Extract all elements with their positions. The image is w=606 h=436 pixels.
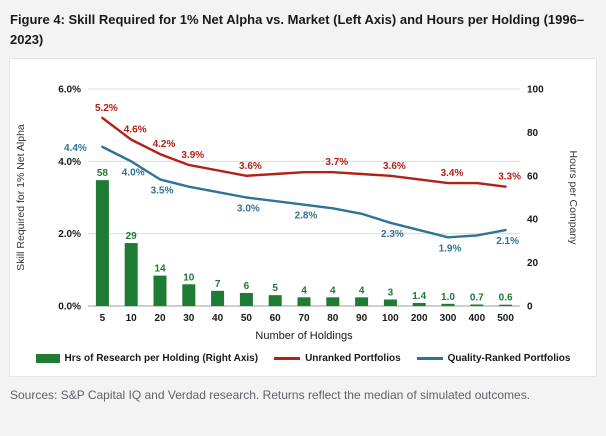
svg-text:70: 70 bbox=[298, 313, 310, 324]
svg-text:1.9%: 1.9% bbox=[439, 243, 462, 254]
svg-text:100: 100 bbox=[527, 85, 544, 96]
legend-marker-red-line-icon bbox=[274, 357, 301, 360]
svg-text:200: 200 bbox=[411, 313, 428, 324]
svg-text:4.0%: 4.0% bbox=[58, 157, 81, 168]
legend-item-quality-ranked: Quality-Ranked Portfolios bbox=[416, 353, 571, 364]
svg-text:3: 3 bbox=[388, 287, 394, 298]
svg-text:0: 0 bbox=[527, 302, 533, 313]
svg-text:10: 10 bbox=[126, 313, 138, 324]
svg-text:3.9%: 3.9% bbox=[181, 150, 204, 161]
svg-text:20: 20 bbox=[154, 313, 166, 324]
svg-text:4.6%: 4.6% bbox=[124, 125, 147, 136]
legend-label-unranked: Unranked Portfolios bbox=[305, 353, 401, 364]
svg-text:30: 30 bbox=[183, 313, 195, 324]
svg-text:6: 6 bbox=[244, 281, 250, 292]
svg-text:3.0%: 3.0% bbox=[237, 204, 260, 215]
legend-label-quality-ranked: Quality-Ranked Portfolios bbox=[447, 353, 571, 364]
svg-text:Skill Required for 1% Net Alph: Skill Required for 1% Net Alpha bbox=[15, 124, 27, 271]
svg-text:3.4%: 3.4% bbox=[441, 168, 464, 179]
svg-text:60: 60 bbox=[270, 313, 282, 324]
svg-text:3.7%: 3.7% bbox=[325, 157, 348, 168]
svg-text:7: 7 bbox=[215, 279, 221, 290]
svg-text:5.2%: 5.2% bbox=[95, 103, 118, 114]
legend-marker-bar-icon bbox=[35, 354, 60, 363]
legend-marker-blue-line-icon bbox=[416, 357, 443, 360]
svg-text:5: 5 bbox=[100, 313, 106, 324]
source-note: Sources: S&P Capital IQ and Verdad resea… bbox=[10, 388, 531, 402]
svg-text:2.3%: 2.3% bbox=[381, 229, 404, 240]
legend-label-hours-bars: Hrs of Research per Holding (Right Axis) bbox=[64, 353, 259, 364]
svg-text:80: 80 bbox=[527, 128, 539, 139]
svg-text:4: 4 bbox=[301, 285, 307, 296]
svg-text:500: 500 bbox=[497, 313, 514, 324]
svg-text:4.0%: 4.0% bbox=[122, 167, 145, 178]
chart-card: 0.0% 2.0% 4.0% 6.0% 0 20 40 60 80 100 5 10 20 30 40 50 6… bbox=[10, 59, 596, 376]
svg-text:1.0: 1.0 bbox=[441, 292, 455, 303]
svg-text:40: 40 bbox=[527, 215, 539, 226]
svg-text:20: 20 bbox=[527, 258, 539, 269]
svg-text:0.7: 0.7 bbox=[470, 292, 484, 303]
svg-text:4.4%: 4.4% bbox=[64, 143, 87, 154]
svg-text:4: 4 bbox=[359, 285, 365, 296]
svg-text:10: 10 bbox=[183, 272, 195, 283]
svg-text:0.6: 0.6 bbox=[499, 293, 513, 304]
svg-text:4.2%: 4.2% bbox=[153, 139, 176, 150]
chart-legend: Hrs of Research per Holding (Right Axis)… bbox=[10, 353, 596, 364]
svg-text:2.0%: 2.0% bbox=[58, 229, 81, 240]
svg-text:100: 100 bbox=[382, 313, 399, 324]
svg-text:29: 29 bbox=[126, 231, 138, 242]
svg-text:Number of Holdings: Number of Holdings bbox=[255, 330, 353, 342]
svg-text:3.3%: 3.3% bbox=[498, 172, 521, 183]
svg-text:40: 40 bbox=[212, 313, 224, 324]
svg-text:3.6%: 3.6% bbox=[239, 161, 262, 172]
svg-text:60: 60 bbox=[527, 171, 539, 182]
svg-text:2.8%: 2.8% bbox=[295, 211, 318, 222]
svg-text:1.4: 1.4 bbox=[412, 291, 426, 302]
svg-text:5: 5 bbox=[272, 283, 278, 294]
legend-item-hours-bars: Hrs of Research per Holding (Right Axis) bbox=[35, 353, 259, 364]
svg-text:0.0%: 0.0% bbox=[58, 302, 81, 313]
figure-title: Figure 4: Skill Required for 1% Net Alph… bbox=[10, 12, 585, 47]
svg-text:14: 14 bbox=[154, 264, 166, 275]
svg-text:6.0%: 6.0% bbox=[58, 85, 81, 96]
svg-text:4: 4 bbox=[330, 285, 336, 296]
svg-text:400: 400 bbox=[468, 313, 485, 324]
svg-text:2.1%: 2.1% bbox=[496, 236, 519, 247]
svg-text:3.5%: 3.5% bbox=[151, 185, 174, 196]
svg-text:3.6%: 3.6% bbox=[383, 161, 406, 172]
svg-text:80: 80 bbox=[327, 313, 339, 324]
svg-text:58: 58 bbox=[97, 168, 109, 179]
svg-text:50: 50 bbox=[241, 313, 253, 324]
svg-text:300: 300 bbox=[440, 313, 457, 324]
combo-chart: 0.0% 2.0% 4.0% 6.0% 0 20 40 60 80 100 5 10 20 30 40 50 6… bbox=[15, 85, 579, 343]
legend-item-unranked: Unranked Portfolios bbox=[274, 353, 401, 364]
svg-text:Hours per Company: Hours per Company bbox=[567, 151, 579, 246]
svg-text:90: 90 bbox=[356, 313, 368, 324]
